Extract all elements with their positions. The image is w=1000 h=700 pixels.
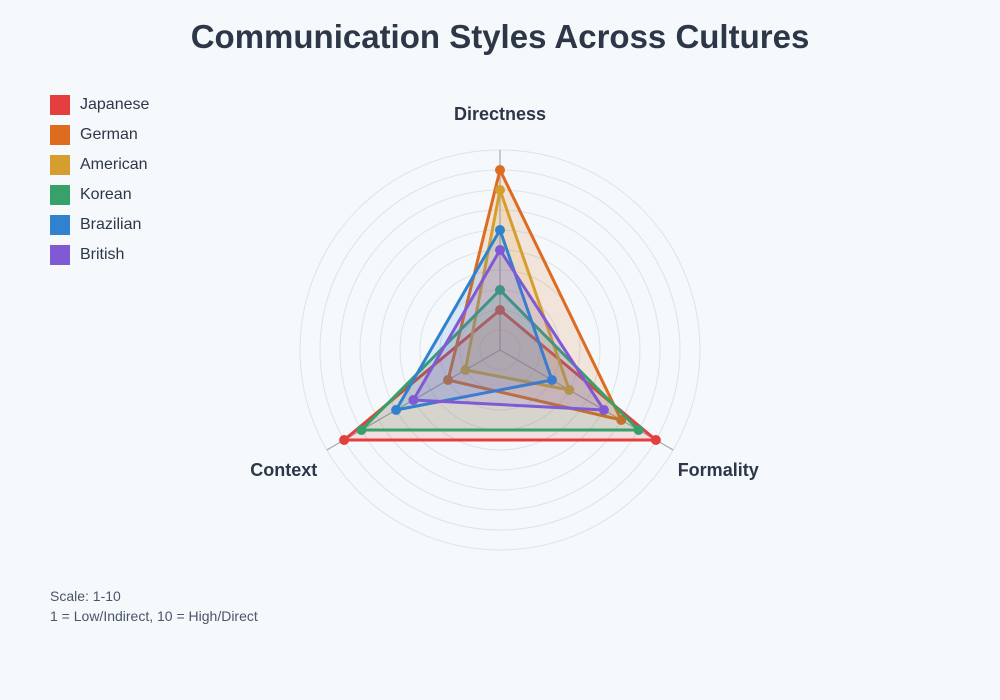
data-point-german bbox=[616, 415, 627, 425]
data-point-brazilian bbox=[391, 405, 402, 415]
legend-swatch bbox=[50, 125, 70, 145]
data-point-american bbox=[460, 365, 471, 375]
data-point-american bbox=[564, 385, 575, 395]
data-point-british bbox=[598, 405, 609, 415]
legend-item-american[interactable]: American bbox=[50, 150, 149, 180]
legend-item-japanese[interactable]: Japanese bbox=[50, 90, 149, 120]
scale-note: Scale: 1-10 bbox=[50, 588, 121, 604]
legend-label: British bbox=[80, 246, 125, 263]
legend-item-brazilian[interactable]: Brazilian bbox=[50, 210, 149, 240]
data-point-brazilian bbox=[495, 225, 505, 235]
data-point-japanese bbox=[339, 435, 350, 445]
data-point-korean bbox=[495, 285, 505, 295]
data-point-british bbox=[408, 395, 419, 405]
legend-label: Korean bbox=[80, 186, 132, 203]
data-point-american bbox=[495, 185, 505, 195]
scale-definition: 1 = Low/Indirect, 10 = High/Direct bbox=[50, 608, 258, 624]
data-point-japanese bbox=[495, 305, 505, 315]
axis-line bbox=[499, 349, 674, 451]
legend-swatch bbox=[50, 155, 70, 175]
data-point-japanese bbox=[650, 435, 661, 445]
legend-item-british[interactable]: British bbox=[50, 240, 149, 270]
legend-swatch bbox=[50, 245, 70, 265]
data-point-korean bbox=[356, 425, 367, 435]
series-area-british bbox=[411, 248, 606, 412]
axis-label-formality: Formality bbox=[678, 460, 759, 480]
data-point-german bbox=[495, 165, 505, 175]
scale-notes: Scale: 1-10 1 = Low/Indirect, 10 = High/… bbox=[50, 586, 258, 626]
data-point-korean bbox=[633, 425, 644, 435]
legend-item-korean[interactable]: Korean bbox=[50, 180, 149, 210]
chart-title: Communication Styles Across Cultures bbox=[190, 18, 810, 55]
data-point-german bbox=[443, 375, 454, 385]
radar-series bbox=[339, 165, 661, 445]
legend-swatch bbox=[50, 185, 70, 205]
legend-swatch bbox=[50, 95, 70, 115]
axis-label-directness: Directness bbox=[454, 104, 546, 124]
axis-label-context: Context bbox=[250, 460, 317, 480]
legend: Japanese German American Korean Brazilia… bbox=[50, 90, 149, 270]
legend-label: American bbox=[80, 156, 148, 173]
series-area-korean bbox=[359, 288, 641, 432]
legend-label: German bbox=[80, 126, 138, 143]
data-point-brazilian bbox=[546, 375, 557, 385]
legend-swatch bbox=[50, 215, 70, 235]
axis-labels: Directness Formality Context bbox=[250, 104, 758, 480]
data-point-british bbox=[495, 245, 505, 255]
legend-label: Brazilian bbox=[80, 216, 142, 233]
legend-item-german[interactable]: German bbox=[50, 120, 149, 150]
legend-label: Japanese bbox=[80, 96, 150, 113]
